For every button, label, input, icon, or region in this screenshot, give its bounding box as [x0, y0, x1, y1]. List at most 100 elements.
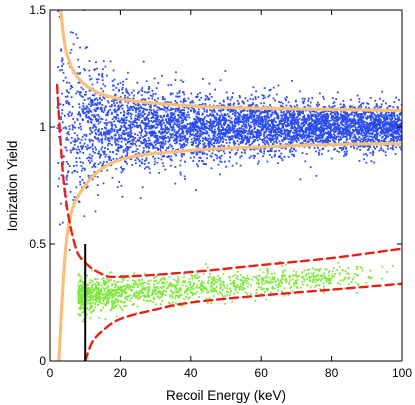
data-point [235, 122, 237, 125]
data-point [309, 117, 311, 120]
data-point [333, 122, 336, 125]
data-point [263, 135, 265, 137]
data-point [207, 97, 210, 99]
data-point [244, 143, 247, 145]
data-point [229, 102, 232, 105]
data-point [130, 106, 133, 108]
data-point [331, 136, 334, 139]
data-point [231, 123, 234, 126]
data-point [101, 118, 104, 121]
data-point [266, 137, 269, 140]
data-point [334, 130, 337, 132]
data-point [363, 139, 366, 142]
data-point [370, 138, 372, 141]
data-point [286, 133, 289, 136]
data-point [113, 134, 116, 137]
data-point [115, 110, 118, 113]
data-point [348, 123, 351, 126]
data-point [364, 125, 367, 128]
data-point [240, 155, 243, 157]
data-point [244, 97, 247, 100]
data-point [295, 100, 297, 103]
data-point [205, 130, 208, 133]
data-point [83, 169, 86, 171]
data-point [304, 129, 307, 132]
data-point [145, 117, 148, 119]
data-point [120, 184, 123, 187]
data-point [307, 100, 310, 102]
data-point [299, 113, 302, 116]
data-point [231, 126, 234, 129]
data-point [105, 119, 108, 121]
data-point [206, 127, 209, 129]
data-point [144, 143, 147, 146]
data-point [129, 146, 132, 149]
data-point [235, 130, 238, 133]
data-point [153, 104, 156, 107]
data-point [279, 134, 281, 137]
data-point [315, 115, 317, 118]
data-point [333, 120, 336, 123]
data-point [257, 130, 260, 132]
data-point [207, 144, 210, 147]
data-point [371, 126, 374, 129]
data-point [310, 116, 312, 119]
data-point [249, 133, 251, 136]
data-point [400, 135, 402, 138]
data-point [79, 175, 81, 178]
data-point [376, 120, 379, 123]
data-point [200, 130, 203, 133]
data-point [365, 106, 367, 109]
data-point [310, 115, 313, 117]
data-point [249, 110, 251, 113]
data-point [103, 150, 106, 153]
data-point [262, 120, 264, 123]
data-point [134, 133, 136, 136]
data-point [240, 130, 243, 133]
data-point [254, 155, 256, 157]
data-point [262, 95, 265, 97]
data-point [353, 130, 355, 133]
data-point [194, 122, 196, 125]
data-point [119, 95, 122, 98]
data-point [71, 105, 74, 108]
data-point [162, 122, 165, 124]
data-point [116, 149, 119, 152]
data-point [278, 123, 281, 126]
data-point [116, 101, 119, 104]
data-point [147, 113, 150, 116]
data-point [66, 81, 68, 84]
data-point [182, 130, 185, 133]
data-point [297, 137, 300, 139]
data-point [157, 115, 160, 117]
data-point [151, 121, 154, 124]
data-point [396, 128, 399, 131]
data-point [235, 162, 238, 165]
data-point [129, 126, 131, 129]
data-point [192, 110, 195, 113]
data-point [95, 97, 98, 100]
data-point [111, 127, 113, 130]
data-point [355, 141, 358, 144]
data-point [204, 94, 207, 97]
data-point [385, 127, 387, 130]
scatter-series-0 [56, 10, 402, 251]
data-point [393, 130, 395, 133]
data-point [297, 123, 300, 126]
data-point [213, 145, 216, 148]
data-point [182, 121, 185, 124]
data-point [264, 131, 267, 134]
data-point [104, 136, 107, 139]
data-point [195, 151, 198, 154]
data-point [351, 131, 354, 134]
data-point [279, 142, 282, 145]
data-point [341, 123, 344, 126]
data-point [266, 121, 269, 123]
data-point [69, 149, 72, 152]
data-point [140, 161, 143, 164]
data-point [190, 92, 193, 95]
data-point [286, 110, 289, 112]
data-point [377, 113, 379, 116]
data-point [238, 134, 241, 136]
data-point [344, 131, 347, 134]
